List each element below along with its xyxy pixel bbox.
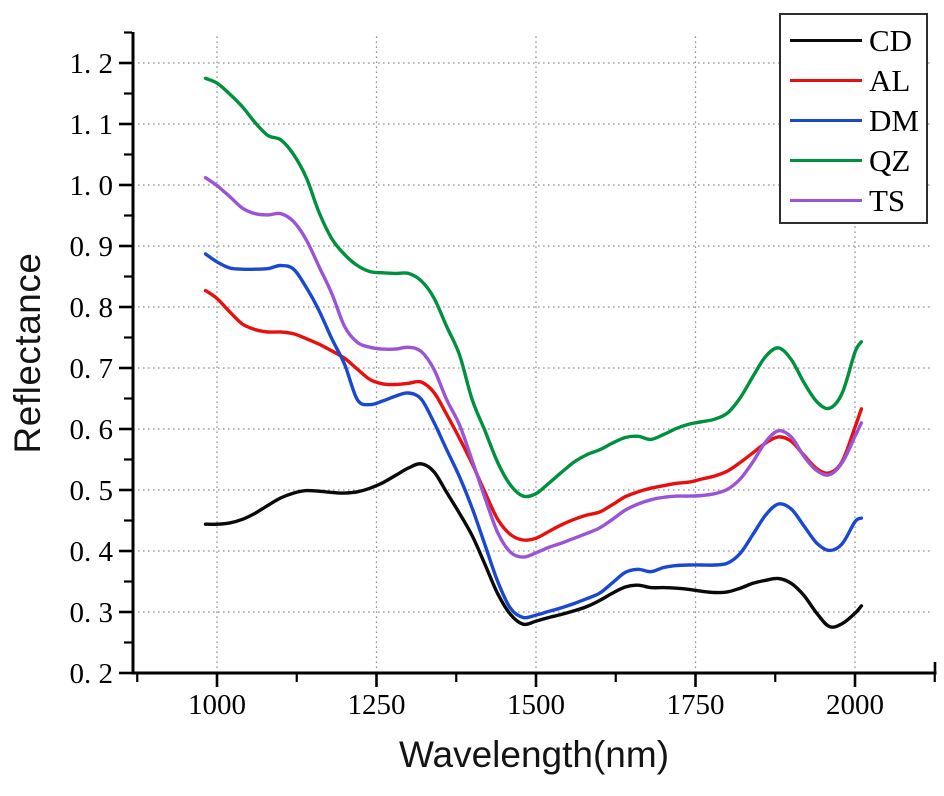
legend-item-DM: DM [790,100,926,140]
y-tick-label: 0. 7 [70,353,114,385]
legend-line-swatch-QZ [790,158,862,162]
y-tick-label: 1. 0 [70,170,114,202]
legend-item-label: AL [869,62,911,98]
x-tick-label: 1750 [667,689,725,721]
legend-item-label: QZ [869,142,911,178]
legend-item-QZ: QZ [790,140,926,180]
legend-item-label: DM [869,102,919,138]
series-line-TS [203,176,864,559]
legend-item-AL: AL [790,60,926,100]
series-line-QZ [203,76,864,499]
x-tick-label: 1000 [188,689,246,721]
legend-item-label: CD [869,22,913,58]
legend-line-swatch-CD [790,38,862,42]
legend-line-swatch-AL [790,78,862,82]
y-tick-label: 0. 3 [70,597,114,629]
y-tick-label: 0. 8 [70,292,114,324]
legend-item-TS: TS [790,180,926,220]
y-tick-label: 0. 2 [70,658,114,690]
series-line-AL [203,288,864,542]
y-tick-label: 0. 9 [70,231,114,263]
legend: CD AL DM QZ TS [779,13,928,224]
x-axis-title: Wavelength(nm) [398,734,670,775]
legend-line-swatch-DM [790,118,862,122]
y-tick-label: 1. 1 [70,109,114,141]
y-tick-label: 0. 4 [70,536,114,568]
y-tick-label: 0. 5 [70,475,114,507]
legend-item-label: TS [869,182,906,218]
legend-item-CD: CD [790,20,926,60]
y-tick-label: 1. 2 [70,48,114,80]
x-tick-label: 1500 [507,689,565,721]
legend-line-swatch-TS [790,198,862,202]
y-tick-label: 0. 6 [70,414,114,446]
series-line-DM [203,252,864,620]
y-axis-title: Reflectance [7,252,48,454]
series-line-CD [203,462,864,629]
x-tick-label: 2000 [826,689,884,721]
x-tick-label: 1250 [348,689,406,721]
